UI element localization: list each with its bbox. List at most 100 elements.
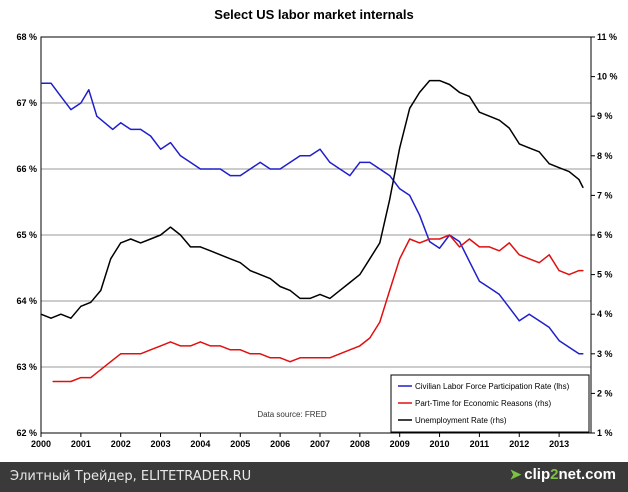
x-tick-label: 2003	[151, 439, 171, 449]
series-point	[150, 135, 152, 137]
series-point	[498, 119, 500, 121]
series-point	[239, 349, 241, 351]
series-point	[50, 82, 52, 84]
series-point	[389, 175, 391, 177]
series-point	[349, 175, 351, 177]
left-tick-label: 65 %	[16, 230, 37, 240]
series-point	[70, 317, 72, 319]
series-point	[319, 293, 321, 295]
series-point	[339, 353, 341, 355]
series-point	[130, 128, 132, 130]
series-point	[468, 260, 470, 262]
series-point	[219, 254, 221, 256]
series-point	[209, 250, 211, 252]
logo-arrow-icon: ➤	[509, 466, 522, 482]
series-point	[140, 353, 142, 355]
legend: Civilian Labor Force Participation Rate …	[390, 374, 590, 433]
series-point	[488, 287, 490, 289]
series-point	[558, 340, 560, 342]
series-point	[582, 353, 584, 355]
series-group	[52, 234, 584, 383]
series-point	[96, 115, 98, 117]
series-point	[169, 341, 172, 343]
series-point	[448, 234, 451, 236]
series-point	[189, 345, 192, 347]
series-point	[369, 258, 371, 260]
series-point	[169, 226, 172, 228]
series-point	[538, 320, 540, 322]
series-point	[429, 238, 431, 240]
left-tick-label: 66 %	[16, 164, 37, 174]
series-point	[419, 214, 421, 216]
series-point	[548, 326, 550, 328]
chart: Select US labor market internals 2000 200…	[16, 7, 618, 449]
series-point	[379, 321, 381, 323]
series-point	[578, 270, 580, 272]
x-tick-label: 2013	[549, 439, 569, 449]
left-tick-label: 64 %	[16, 296, 37, 306]
x-tick-label: 2008	[350, 439, 370, 449]
series-lines	[40, 79, 584, 383]
series-point	[80, 102, 82, 104]
series-point	[389, 289, 391, 291]
series-point	[518, 254, 520, 256]
series-point	[478, 280, 480, 282]
left-y-axis: 62 % 63 % 64 % 65 % 66 % 67 % 68 %	[16, 32, 37, 438]
logo-part-two: 2	[550, 466, 559, 483]
series-point	[339, 168, 341, 170]
series-point	[112, 128, 114, 130]
series-point	[429, 241, 431, 243]
series-point	[229, 258, 231, 260]
series-point	[60, 95, 62, 97]
series-point	[329, 161, 331, 163]
series-point	[369, 161, 371, 163]
series-point	[269, 278, 271, 280]
series-point	[279, 168, 281, 170]
series-point	[439, 247, 441, 249]
series-point	[259, 161, 261, 163]
series-point	[468, 95, 470, 97]
series-point	[299, 357, 301, 359]
series-group	[40, 79, 584, 319]
series-point	[538, 151, 540, 153]
series-point	[349, 281, 351, 284]
series-point	[508, 127, 510, 129]
series-point	[269, 168, 271, 170]
right-tick-label: 11 %	[597, 32, 617, 42]
series-point	[478, 111, 480, 113]
series-point	[468, 238, 470, 240]
series-point	[538, 262, 540, 264]
series-point	[249, 353, 251, 355]
x-axis: 2000 2001 2002 2003 2004 2005 2006 2007 2008 2009…	[31, 433, 569, 449]
series-point	[399, 188, 401, 190]
series-point	[199, 246, 201, 248]
series-group	[40, 82, 584, 355]
series-point	[568, 274, 570, 276]
left-tick-label: 68 %	[16, 32, 37, 42]
series-point	[578, 353, 580, 355]
series-point	[488, 115, 490, 117]
series-point	[209, 168, 211, 170]
series-point	[548, 254, 550, 256]
series-point	[518, 320, 520, 322]
series-point	[508, 307, 510, 309]
series-point	[528, 313, 530, 315]
series-point	[528, 258, 530, 260]
series-point	[289, 361, 291, 363]
series-point	[488, 246, 490, 248]
x-tick-label: 2012	[509, 439, 529, 449]
series-point	[279, 285, 281, 288]
right-tick-label: 10 %	[597, 72, 618, 82]
left-tick-label: 67 %	[16, 98, 37, 108]
left-tick-label: 63 %	[16, 362, 37, 372]
series-point	[409, 238, 411, 240]
footer-bar: Элитный Трейдер, ELITETRADER.RU ➤ clip2ne…	[0, 462, 628, 492]
series-point	[52, 380, 54, 383]
x-tick-label: 2006	[270, 439, 290, 449]
series-point	[140, 242, 142, 244]
series-point	[568, 346, 570, 348]
series-point	[439, 238, 441, 240]
chart-title: Select US labor market internals	[214, 7, 413, 22]
series-point	[409, 194, 411, 196]
series-point	[100, 369, 102, 371]
